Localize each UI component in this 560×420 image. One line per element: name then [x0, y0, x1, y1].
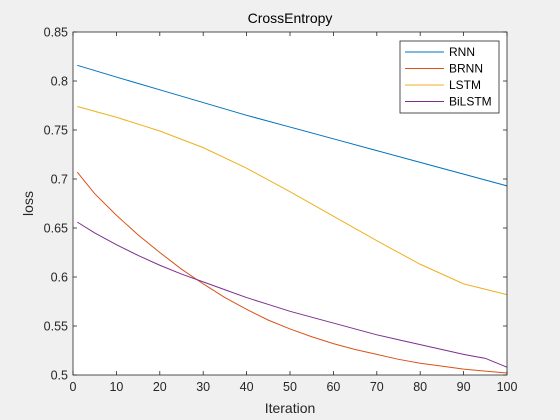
series-line-brnn — [76, 171, 508, 374]
x-tick-label: 80 — [413, 380, 427, 394]
x-tick-label: 50 — [283, 380, 297, 394]
legend-label-brnn: BRNN — [449, 62, 483, 76]
y-tick-label: 0.7 — [51, 173, 68, 187]
y-tick-label: 0.6 — [51, 271, 68, 285]
x-tick-label: 20 — [153, 380, 167, 394]
series-line-lstm — [77, 105, 508, 296]
series-layer — [76, 64, 508, 374]
x-tick-label: 100 — [497, 380, 518, 394]
legend-label-bilstm: BiLSTM — [449, 95, 492, 109]
x-tick-label: 40 — [240, 380, 254, 394]
chart-title: CrossEntropy — [248, 10, 333, 26]
x-tick-label: 30 — [196, 380, 210, 394]
y-tick-label: 0.8 — [51, 75, 68, 89]
x-tick-label: 60 — [326, 380, 340, 394]
y-tick-label: 0.85 — [44, 26, 68, 40]
y-axis-title: loss — [20, 191, 36, 216]
x-tick-label: 70 — [370, 380, 384, 394]
x-axis-title: Iteration — [265, 400, 316, 416]
legend: RNN BRNN LSTM BiLSTM — [399, 40, 500, 114]
series-line-rnn — [77, 64, 508, 187]
y-tick-label: 0.75 — [44, 124, 68, 138]
legend-label-lstm: LSTM — [449, 78, 481, 92]
series-line-bilstm — [77, 221, 508, 368]
y-tick-label: 0.65 — [44, 222, 68, 236]
x-tick-label: 0 — [70, 380, 77, 394]
y-tick-label: 0.5 — [51, 369, 68, 383]
y-tick-label: 0.55 — [44, 320, 68, 334]
x-tick-label: 10 — [109, 380, 123, 394]
axes-layer: 0 10 20 30 40 50 60 70 80 90 100 0.5 0.55 0.6 0.65 0.7 0… — [44, 26, 518, 395]
legend-label-rnn: RNN — [449, 45, 475, 59]
x-tick-label: 90 — [457, 380, 471, 394]
